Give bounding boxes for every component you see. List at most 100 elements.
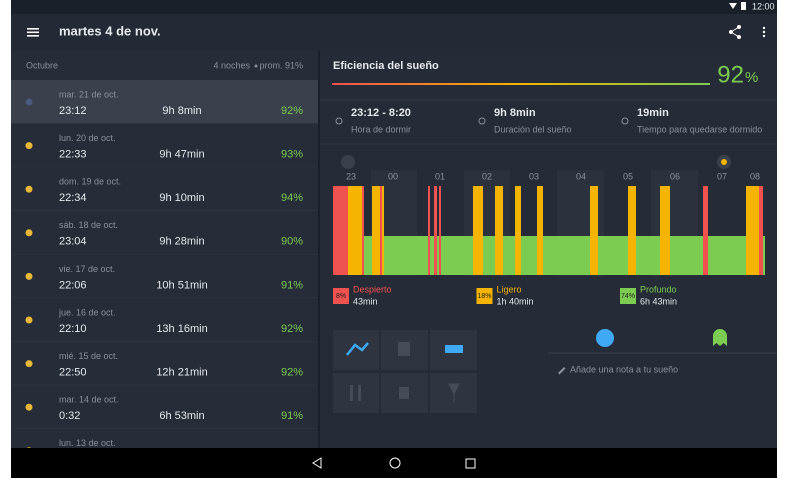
row-bg [11, 80, 318, 124]
night-start: 23:12 [59, 105, 87, 117]
more-button[interactable] [762, 26, 766, 38]
moon-icon [25, 185, 33, 193]
phase-swatch [476, 288, 493, 304]
hour-label: 23 [346, 171, 356, 181]
phase-duration: 43min [353, 296, 378, 306]
stat-icon [621, 117, 629, 125]
night-efficiency: 91% [281, 410, 303, 422]
hour-label: 04 [576, 171, 586, 181]
night-date: vie. 17 de oct. [59, 264, 115, 274]
stat-label: Hora de dormir [351, 124, 411, 134]
app-bar [11, 14, 777, 50]
hour-label: 06 [670, 171, 680, 181]
month-label: Octubre [26, 60, 58, 70]
stat-label: Tiempo para quedarse dormido [637, 124, 762, 134]
night-efficiency: 92% [281, 367, 303, 379]
phase-percent: 18% [477, 293, 491, 300]
night-duration: 9h 28min [159, 236, 204, 248]
hypnogram [333, 155, 765, 276]
phase-duration: 1h 40min [497, 296, 534, 306]
row-bg [11, 210, 318, 255]
night-efficiency: 92% [281, 323, 303, 335]
phase-swatch [620, 288, 636, 304]
night-row[interactable]: mar. 21 de oct. 23:12 9h 8min 92% [11, 80, 318, 125]
wifi-icon [729, 3, 737, 9]
tag-grid [333, 330, 477, 413]
phase-name: Despierto [353, 284, 392, 294]
night-duration: 6h 53min [159, 410, 204, 422]
night-row[interactable]: mar. 14 de oct. 0:32 6h 53min 91% [11, 385, 318, 430]
moon-icon [25, 98, 33, 106]
row-bg [11, 385, 318, 429]
stat-icon [478, 117, 486, 125]
night-row[interactable]: dom. 19 de oct. 22:34 9h 10min 94% [11, 167, 318, 212]
efficiency-value: 92 [717, 61, 744, 88]
recents-button[interactable] [465, 458, 476, 469]
stat-label: Duración del sueño [494, 124, 572, 134]
mood-icon[interactable] [596, 329, 614, 347]
night-duration: 12h 21min [156, 367, 207, 379]
divider [318, 50, 320, 448]
moon-icon [25, 142, 33, 150]
night-efficiency: 92% [281, 105, 303, 117]
stat-value: 19min [637, 107, 669, 119]
home-button[interactable] [389, 457, 401, 469]
night-date: jue. 16 de oct. [58, 307, 116, 317]
phase-name: Ligero [497, 284, 522, 294]
moon-icon [25, 316, 33, 324]
stat-value: 23:12 - 8:20 [351, 107, 411, 119]
status-bar [11, 0, 777, 14]
hour-label: 05 [623, 171, 633, 181]
row-bg [11, 341, 318, 386]
night-start: 23:04 [59, 236, 87, 248]
night-duration: 13h 16min [156, 323, 207, 335]
night-row[interactable]: mié. 15 de oct. 22:50 12h 21min 92% [11, 341, 318, 386]
phase-percent: 8% [336, 293, 346, 300]
phase-percent: 74% [621, 293, 635, 300]
row-bg [11, 298, 318, 342]
nav-bar [11, 448, 777, 478]
night-date: dom. 19 de oct. [59, 177, 121, 187]
phase-swatch [333, 288, 349, 304]
night-date: mar. 14 de oct. [59, 395, 119, 405]
back-button[interactable] [312, 457, 322, 469]
night-duration: 9h 10min [159, 192, 204, 204]
separator-dot [254, 64, 258, 68]
night-start: 22:33 [59, 149, 87, 161]
night-row[interactable]: sáb. 18 de oct. 23:04 9h 28min 90% [11, 210, 318, 255]
night-date: mié. 15 de oct. [59, 351, 118, 361]
night-efficiency: 90% [281, 236, 303, 248]
row-bg [11, 167, 318, 211]
night-start: 22:06 [59, 279, 87, 291]
stat-icon [335, 117, 343, 125]
app-title: martes 4 de nov. [59, 23, 161, 38]
note-input[interactable]: Añade una nota a tu sueño [570, 364, 678, 374]
menu-button[interactable] [27, 28, 39, 37]
night-efficiency: 93% [281, 149, 303, 161]
night-row[interactable]: vie. 17 de oct. 22:06 10h 51min 91% [11, 254, 318, 299]
row-bg [11, 254, 318, 298]
battery-icon [741, 2, 746, 10]
dream-icon[interactable] [713, 329, 727, 346]
night-row[interactable]: jue. 16 de oct. 22:10 13h 16min 92% [11, 298, 318, 343]
stat-value: 9h 8min [494, 107, 536, 119]
moon-icon [25, 229, 33, 237]
hour-label: 03 [529, 171, 539, 181]
night-duration: 9h 47min [159, 149, 204, 161]
night-date: lun. 20 de oct. [59, 133, 116, 143]
hour-label: 07 [717, 171, 727, 181]
night-duration: 10h 51min [156, 279, 207, 291]
hour-label: 02 [482, 171, 492, 181]
night-start: 22:34 [59, 192, 87, 204]
average: prom. 91% [259, 60, 303, 70]
night-row[interactable]: lun. 20 de oct. 22:33 9h 47min 93% [11, 123, 318, 168]
night-start: 22:50 [59, 367, 87, 379]
moon-icon [25, 403, 33, 411]
moon-icon [25, 360, 33, 368]
hour-label: 08 [750, 171, 760, 181]
share-button[interactable] [729, 25, 741, 39]
night-date: sáb. 18 de oct. [59, 220, 118, 230]
phase-name: Profundo [640, 284, 677, 294]
night-efficiency: 94% [281, 192, 303, 204]
